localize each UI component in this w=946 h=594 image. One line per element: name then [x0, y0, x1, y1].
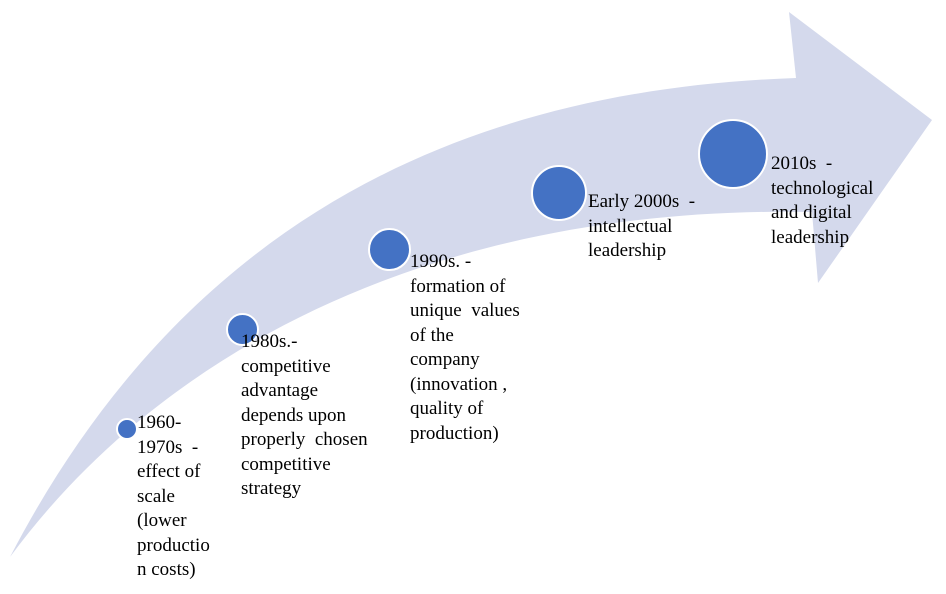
- milestone-label-2000s: Early 2000s - intellectual leadership: [588, 191, 696, 261]
- milestone-label-1990s: 1990s. - formation of unique values of t…: [410, 251, 520, 444]
- milestone-dot-2000s: [531, 165, 587, 221]
- milestone-dot-1990s: [368, 228, 411, 271]
- milestone-dot-2010s: [698, 119, 768, 189]
- milestone-dot-1980s: [226, 313, 259, 346]
- milestone-label-1980s: 1980s.- competitive advantage depends up…: [241, 331, 368, 499]
- milestone-label-1960s: 1960- 1970s - effect of scale (lower pro…: [137, 412, 210, 580]
- milestone-dot-1960s: [116, 418, 138, 440]
- milestone-label-2010s: 2010s - technological and digital leader…: [771, 153, 874, 248]
